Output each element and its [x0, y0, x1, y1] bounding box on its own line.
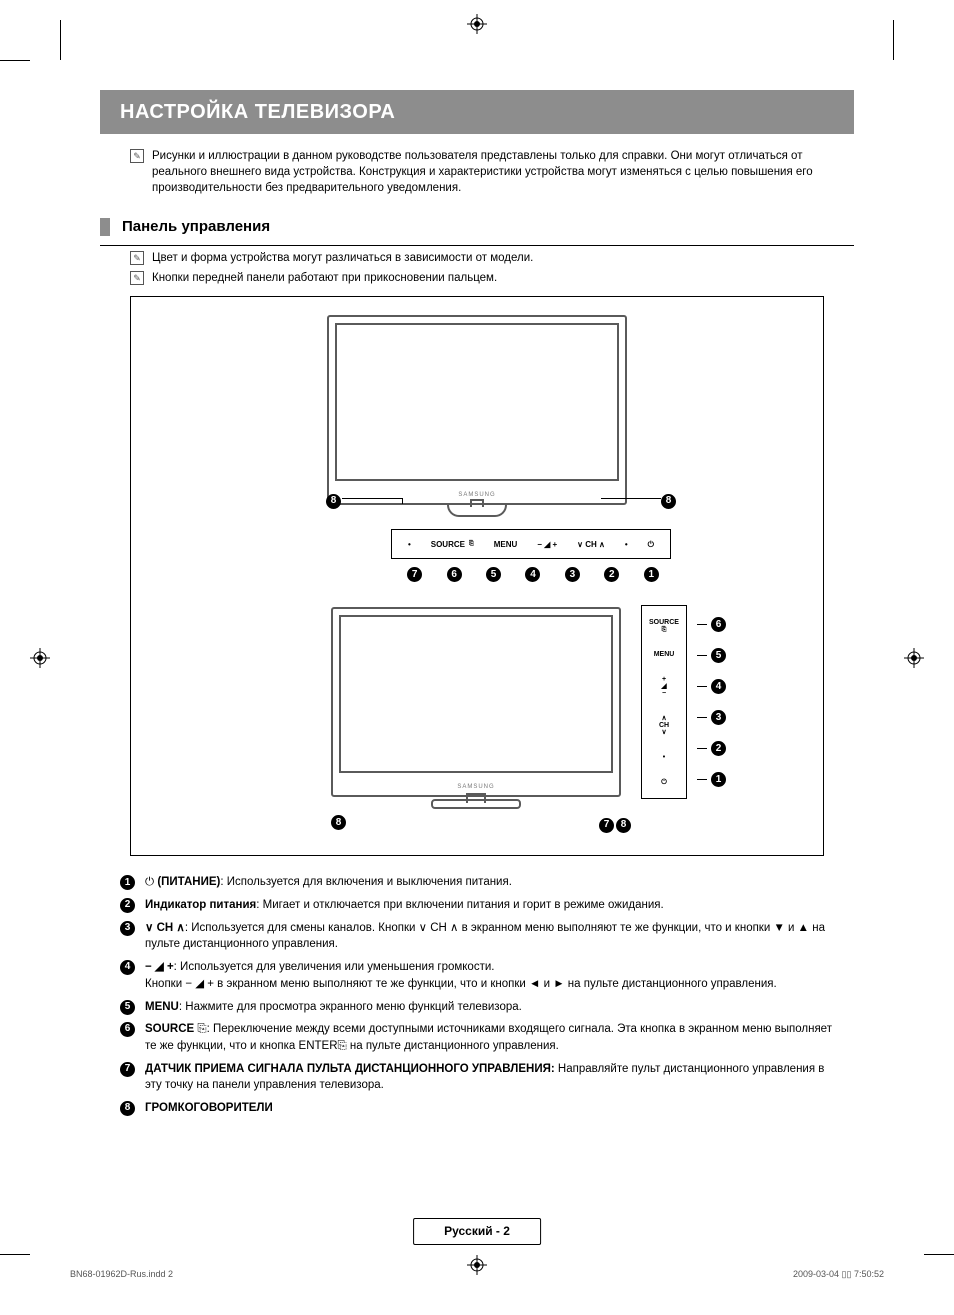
footer-meta: BN68-01962D-Rus.indd 2 2009-03-04 ▯▯ 7:5… [70, 1268, 884, 1281]
control-panel-vertical: SOURCE⎘ MENU + ◢ − ∧ CH ∨ • ⏻ [641, 605, 687, 799]
doc-timestamp: 2009-03-04 ▯▯ 7:50:52 [793, 1268, 884, 1281]
crop-mark [893, 20, 894, 60]
callout-column: 6 5 4 3 2 1 [697, 609, 726, 795]
callout-row: 765 4321 [395, 567, 671, 582]
definitions-list: 1 ⏻ (ПИТАНИЕ): Используется для включени… [120, 874, 834, 1116]
tv-side-view: SAMSUNG [331, 607, 621, 797]
definition-item: 8 ГРОМКОГОВОРИТЕЛИ [120, 1100, 834, 1117]
callout-8: 8 [661, 491, 676, 509]
brand-label: SAMSUNG [457, 783, 494, 791]
registration-mark-icon [467, 14, 487, 34]
tv-diagram: SAMSUNG 8 8 • SOURCE⎘ MENU − ◢ + ∨ CH ∧ … [130, 296, 824, 856]
doc-filename: BN68-01962D-Rus.indd 2 [70, 1268, 173, 1281]
section-bar-icon [100, 218, 110, 236]
definition-item: 5 MENU: Нажмите для просмотра экранного … [120, 999, 834, 1016]
source-button: SOURCE⎘ [431, 539, 474, 550]
definition-item: 2 Индикатор питания: Мигает и отключаетс… [120, 897, 834, 914]
definition-item: 3 ∨ CH ∧: Используется для смены каналов… [120, 920, 834, 953]
note-icon: ✎ [130, 271, 144, 285]
page-title: НАСТРОЙКА ТЕЛЕВИЗОРА [100, 90, 854, 134]
tv-front-view: SAMSUNG [327, 315, 627, 505]
callout-row-bottom: 8 78 [331, 815, 631, 833]
power-icon: ⏻ [648, 539, 654, 550]
menu-button: MENU [494, 539, 518, 550]
indicator-dot-icon: • [625, 539, 628, 550]
crop-mark [0, 1254, 30, 1255]
channel-button: ∨ CH ∧ [577, 539, 605, 550]
section-heading: Панель управления [122, 216, 270, 237]
divider [100, 245, 854, 246]
power-icon: ⏻ [642, 779, 686, 786]
crop-mark [924, 1254, 954, 1255]
sensor-dot-icon: • [408, 539, 411, 550]
note-icon: ✎ [130, 251, 144, 265]
note-text: Цвет и форма устройства могут различатьс… [152, 250, 533, 266]
source-button: SOURCE⎘ [642, 619, 686, 633]
callout-8: 8 [326, 491, 341, 509]
volume-button: − ◢ + [537, 539, 557, 550]
menu-button: MENU [642, 651, 686, 658]
page-footer-label: Русский - 2 [413, 1218, 541, 1245]
channel-button: ∧ CH ∨ [642, 715, 686, 736]
note-icon: ✎ [130, 149, 144, 163]
registration-mark-icon [904, 648, 924, 668]
brand-label: SAMSUNG [458, 491, 495, 499]
note-text: Кнопки передней панели работают при прик… [152, 270, 497, 286]
intro-text: Рисунки и иллюстрации в данном руководст… [152, 148, 854, 196]
definition-item: 7 ДАТЧИК ПРИЕМА СИГНАЛА ПУЛЬТА ДИСТАНЦИО… [120, 1061, 834, 1094]
definition-item: 6 SOURCE ⎘: Переключение между всеми дос… [120, 1021, 834, 1054]
crop-mark [0, 60, 30, 61]
definition-item: 4 − ◢ +: Используется для увеличения или… [120, 959, 834, 992]
definition-item: 1 ⏻ (ПИТАНИЕ): Используется для включени… [120, 874, 834, 891]
crop-mark [60, 20, 61, 60]
volume-button: + ◢ − [642, 676, 686, 697]
registration-mark-icon [30, 648, 50, 668]
indicator-dot-icon: • [642, 754, 686, 761]
control-panel-horizontal: • SOURCE⎘ MENU − ◢ + ∨ CH ∧ • ⏻ [391, 529, 671, 559]
